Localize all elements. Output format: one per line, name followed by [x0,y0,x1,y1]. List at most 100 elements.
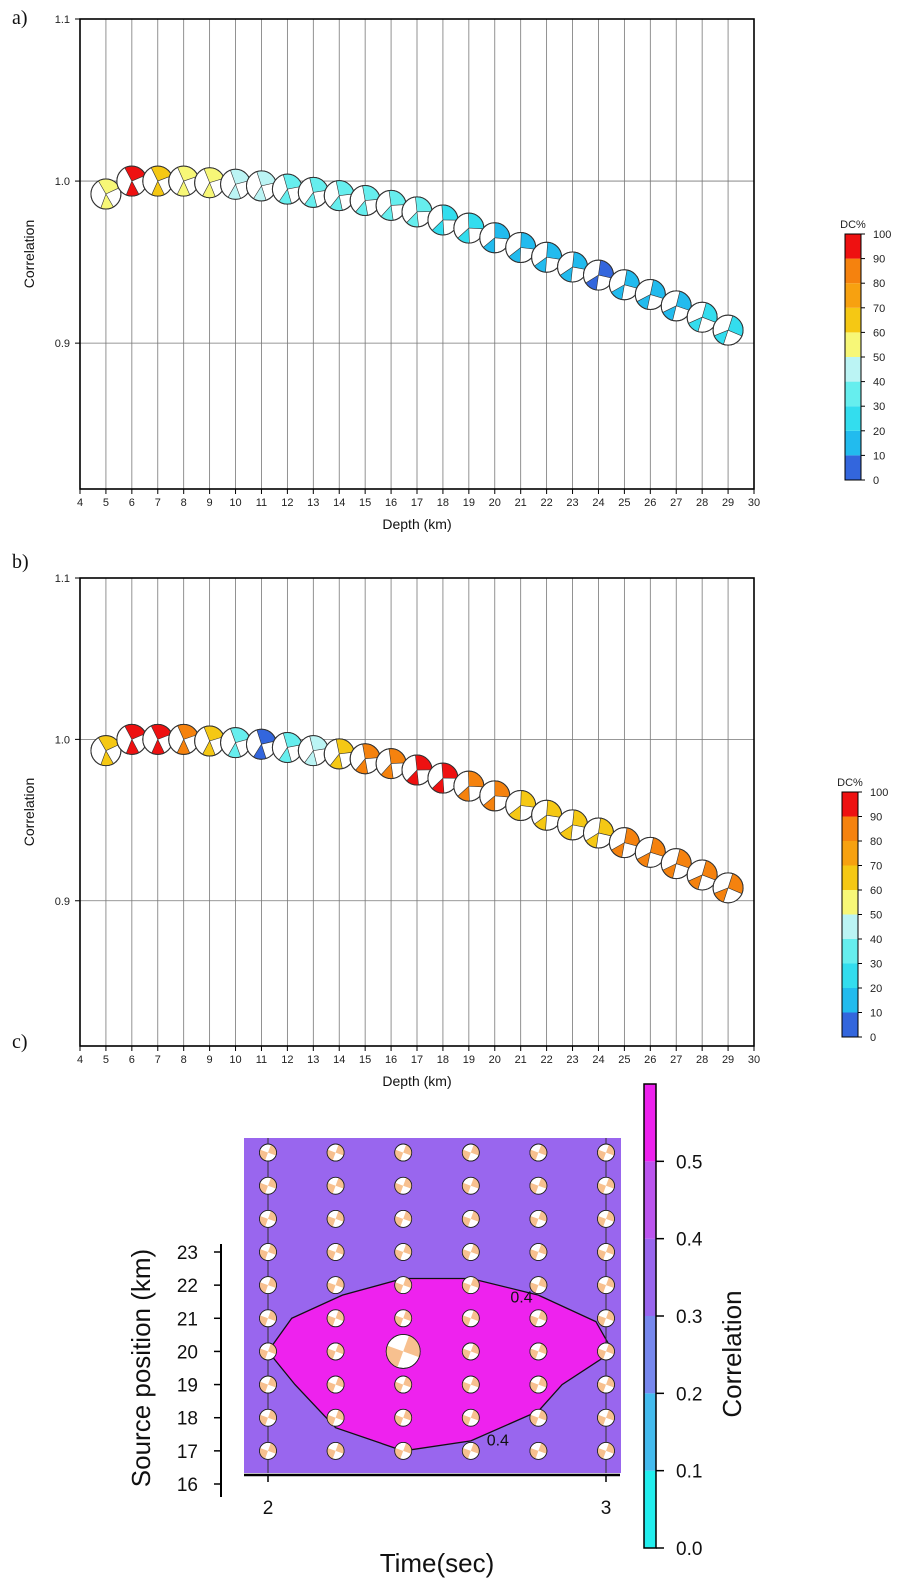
colorbar-tick-label: 0.3 [676,1307,702,1328]
x-tick-label: 20 [489,497,501,509]
colorbar-segment [845,258,861,284]
beachball-tension-quadrant [546,799,562,818]
colorbar-tick-label: 0.5 [676,1152,702,1173]
x-tick-label: 25 [618,1054,630,1066]
x-tick-label: 13 [307,497,319,509]
beachball-marker [194,167,226,199]
beachball-marker [505,232,537,264]
grid-beachball [394,1209,413,1228]
beachball-outline [597,1375,615,1394]
y-tick-label: 23 [177,1243,198,1264]
beachball-marker [90,735,122,767]
colorbar-segment [842,939,858,964]
beachball-outline [394,1209,413,1228]
beachball-outline [597,1243,615,1261]
beachball-outline [394,1441,413,1460]
colorbar-segment [842,865,858,890]
beachball-outline [597,1143,615,1162]
beachball-outline [259,1342,277,1361]
beachball-outline [326,1243,345,1261]
colorbar-segment [845,283,861,308]
grid-beachball [597,1309,615,1328]
beachball-outline [686,301,718,333]
grid-beachball [597,1441,615,1460]
grid-beachball [597,1276,615,1295]
beachball-marker [531,241,563,273]
grid-beachball [529,1441,548,1460]
colorbar-title: DC% [840,219,866,231]
beachball-outline [529,1309,548,1328]
beachball-outline [394,1375,413,1394]
beachball-outline [529,1243,548,1261]
x-tick-label: 23 [566,1054,578,1066]
grid-beachball [461,1276,480,1295]
grid-beachball [461,1441,480,1460]
grid-beachball [529,1176,548,1195]
colorbar-tick-label: 40 [873,377,885,389]
y-tick-label: 19 [177,1376,198,1397]
colorbar-segment [842,1012,858,1037]
x-axis-label: Depth (km) [382,1073,451,1089]
beachball-outline [529,1342,548,1361]
grid-beachball [326,1441,345,1460]
grid-beachball [326,1276,345,1295]
beachball-marker [142,723,174,755]
x-tick-label: 3 [601,1498,612,1519]
x-tick-label: 27 [670,1054,682,1066]
beachball-outline [326,1176,345,1195]
y-tick-label: 21 [177,1309,198,1330]
beachball-marker [271,731,303,763]
beachball-marker [194,725,226,757]
grid-beachball [394,1441,413,1460]
y-tick-label: 20 [177,1342,198,1363]
beachball-marker [245,728,277,760]
x-tick-label: 10 [229,1054,241,1066]
beachball-marker [712,872,744,904]
x-tick-label: 15 [359,497,371,509]
beachball-marker [323,180,355,212]
grid-beachball [461,1309,480,1328]
x-tick-label: 14 [333,497,345,509]
grid-beachball [259,1309,277,1328]
beachball-marker [349,743,381,775]
beachball-outline [597,1276,615,1295]
colorbar-title: DC% [837,777,863,789]
y-tick-label: 18 [177,1409,198,1430]
beachball-outline [394,1243,413,1261]
colorbar-tick-label: 70 [870,861,882,873]
y-axis-label: Correlation [21,778,37,846]
x-tick-label: 13 [307,1054,319,1066]
beachball-outline [597,1408,615,1427]
colorbar-segment [845,430,861,456]
beachball-outline [326,1143,345,1162]
beachball-tension-quadrant [546,241,562,260]
beachball-marker [582,259,614,291]
grid-beachball [461,1375,480,1394]
beachball-outline [394,1309,413,1328]
grid-beachball [597,1209,615,1228]
beachball-tension-quadrant [598,259,614,279]
x-tick-label: 22 [540,1054,552,1066]
beachball-tension-quadrant [598,817,614,837]
x-tick-label: 9 [207,497,213,509]
beachball-marker [634,836,666,868]
colorbar-segment [842,792,858,817]
colorbar-tick-label: 100 [870,787,888,799]
beachball-outline [529,1375,548,1394]
beachball-outline [461,1342,480,1361]
beachball-outline [259,1276,277,1295]
grid-beachball [394,1375,413,1394]
colorbar-segment [644,1238,656,1316]
x-tick-label: 8 [181,497,187,509]
beachball-outline [394,1276,413,1295]
grid-beachball [394,1309,413,1328]
grid-beachball [259,1176,277,1195]
beachball-marker [168,723,200,755]
colorbar-tick-label: 0.0 [676,1539,702,1560]
beachball-marker [660,290,692,322]
x-tick-label: 24 [592,497,604,509]
colorbar-segment [845,234,861,259]
beachball-outline [394,1408,413,1427]
beachball-outline [461,1143,480,1162]
